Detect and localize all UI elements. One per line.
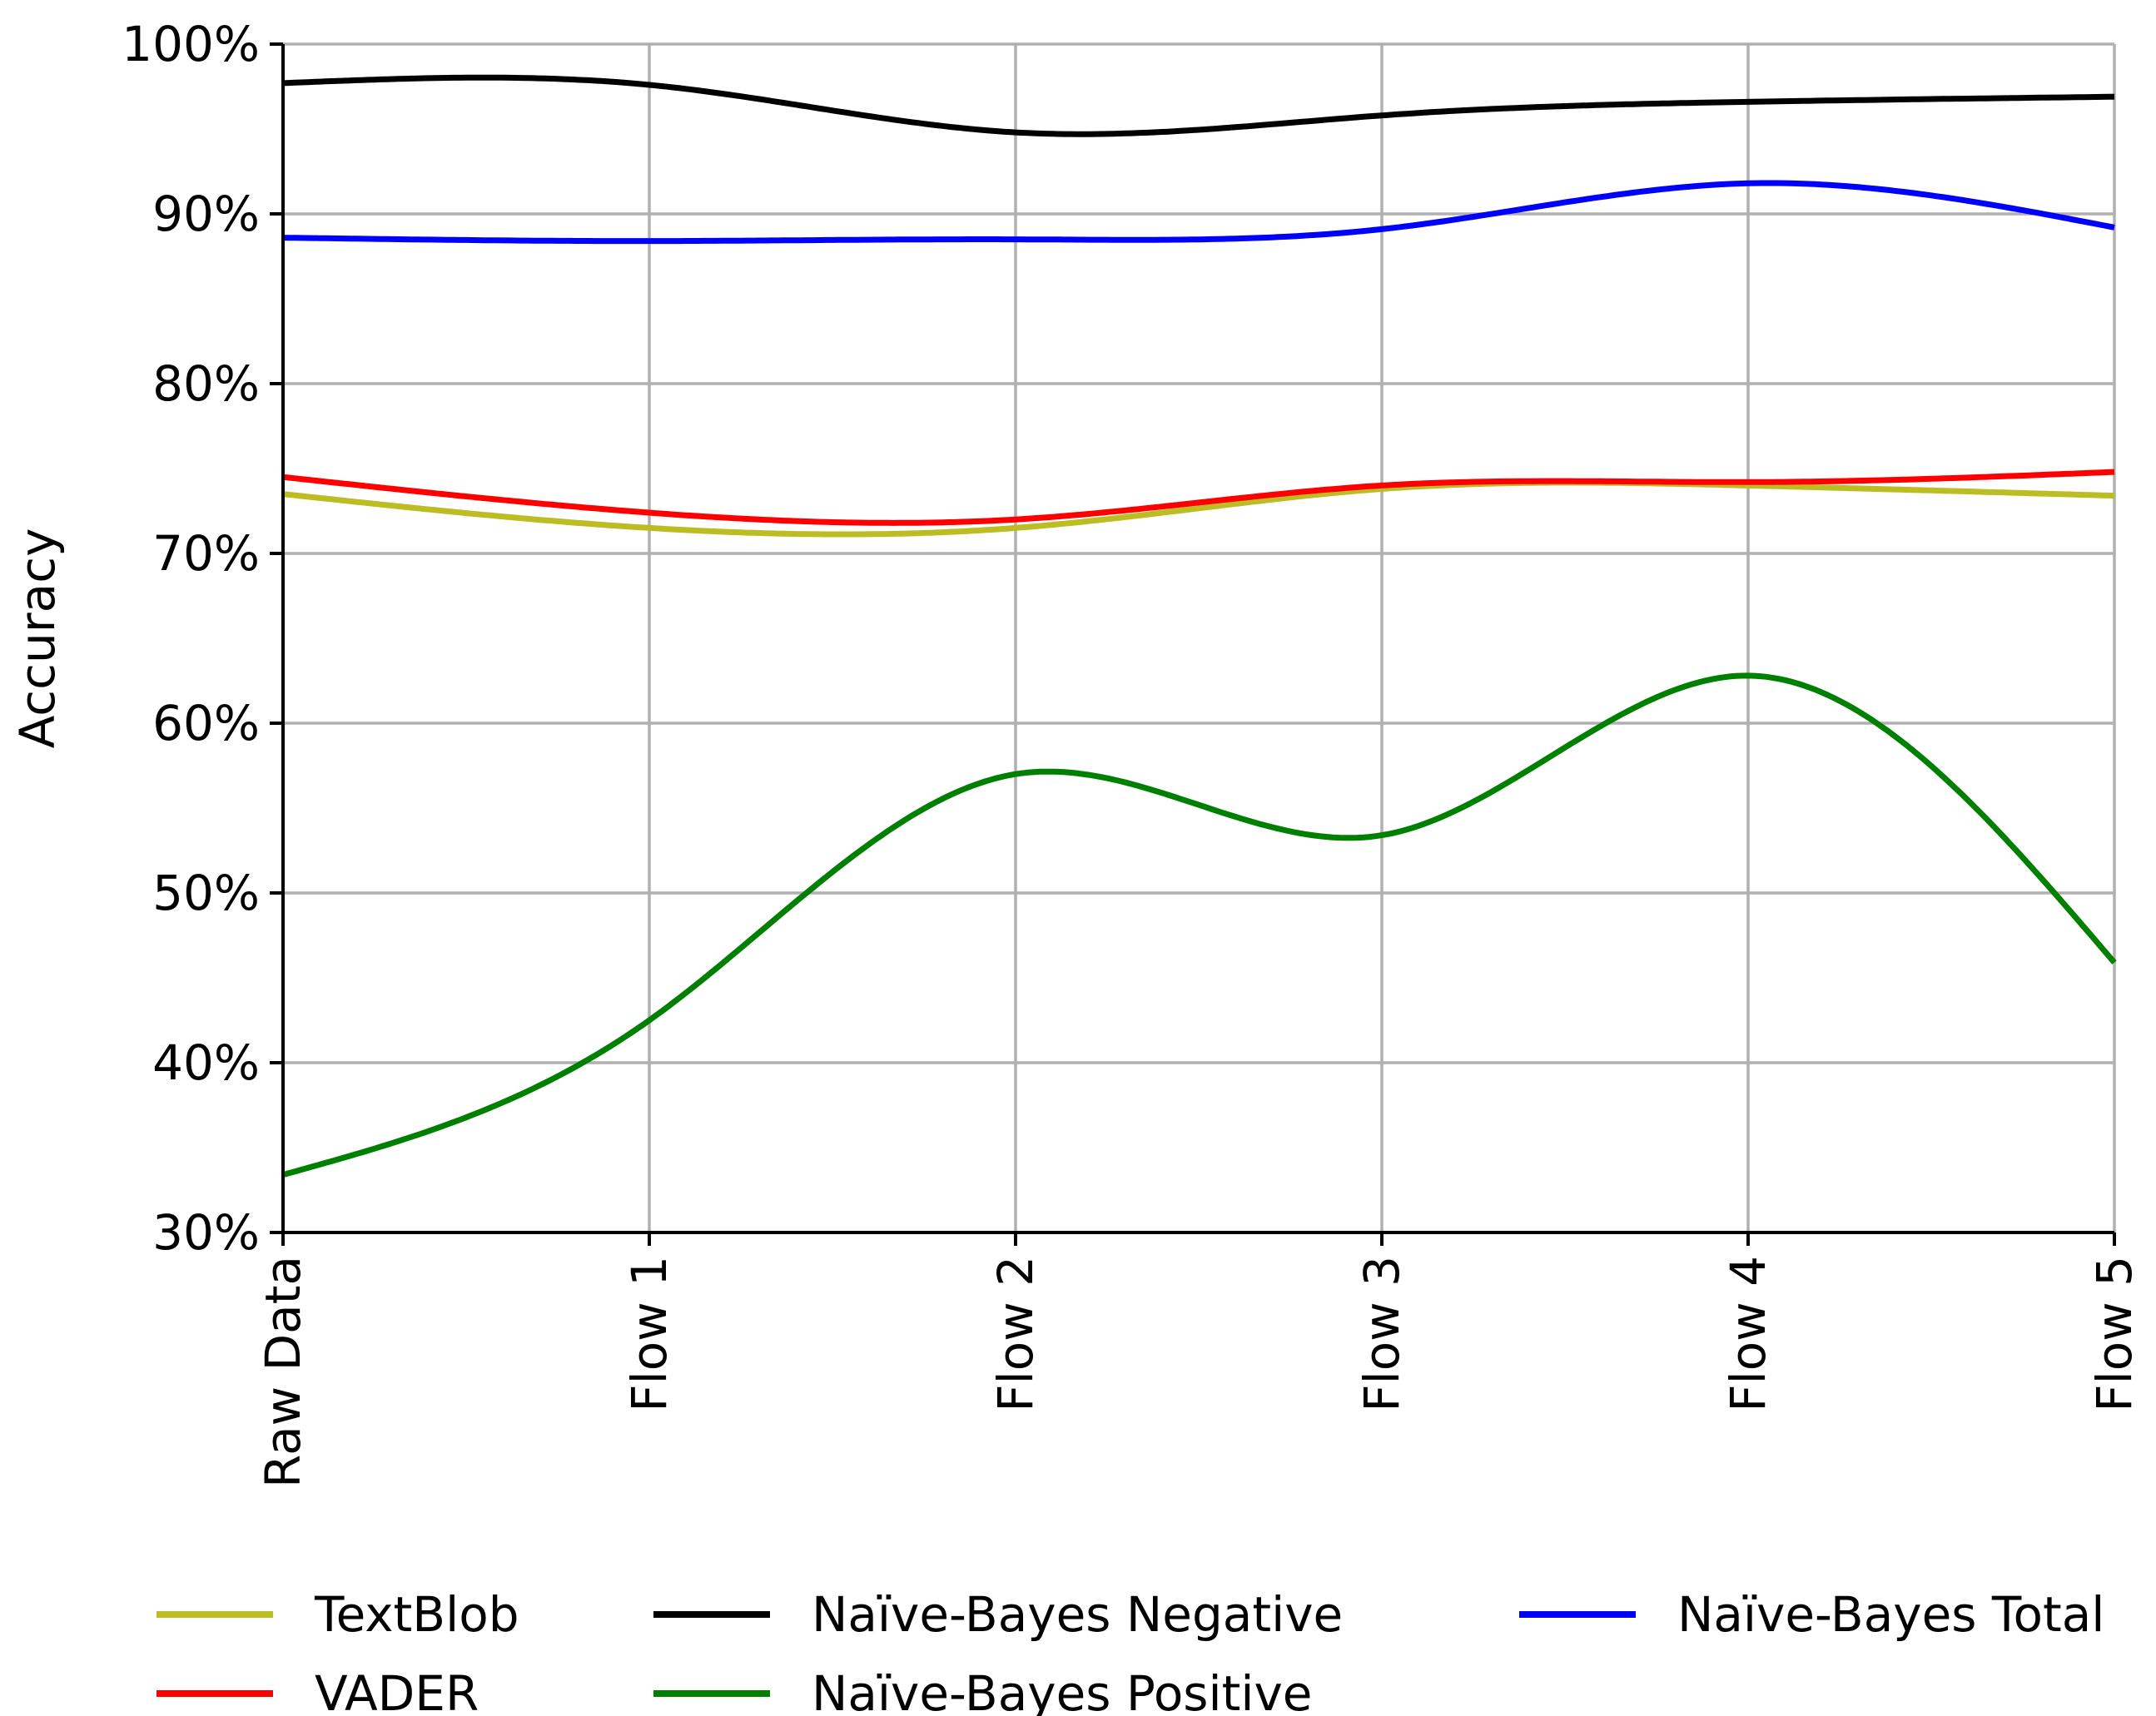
series-line — [282, 74, 2115, 137]
grid — [281, 42, 2116, 1234]
x-tick-label: Flow 2 — [987, 1256, 1044, 1412]
y-tick-label: 100% — [122, 16, 260, 72]
legend-label: VADER — [315, 1665, 479, 1716]
axes: 30% 40% 50% 60% 70% 80% 90% 100% Raw Data Flow 1 F… — [9, 16, 2143, 1488]
y-tick-label: 30% — [152, 1204, 260, 1261]
series-lines — [282, 74, 2117, 1178]
legend-label: Naïve-Bayes Negative — [812, 1586, 1343, 1643]
legend-label: Naïve-Bayes Positive — [812, 1665, 1313, 1716]
x-tick-label: Flow 4 — [1720, 1256, 1776, 1412]
y-tick-label: 60% — [152, 695, 260, 751]
y-tick-label: 70% — [152, 525, 260, 582]
y-axis-title: Accuracy — [9, 528, 66, 749]
series-line — [282, 469, 2115, 526]
legend-label: TextBlob — [314, 1586, 519, 1643]
y-tick-label: 90% — [152, 186, 260, 242]
y-tick-label: 80% — [152, 355, 260, 412]
x-tick-label: Flow 3 — [1354, 1256, 1410, 1412]
series-line — [282, 672, 2117, 1178]
legend-label: Naïve-Bayes Total — [1677, 1586, 2104, 1643]
series-line — [282, 479, 2115, 538]
x-tick-label: Flow 5 — [2086, 1256, 2143, 1412]
legend: TextBlob VADER Naïve-Bayes Negative Naïve-B… — [156, 1586, 2104, 1716]
series-line — [282, 180, 2115, 245]
x-tick-label: Flow 1 — [621, 1256, 678, 1412]
y-tick-label: 50% — [152, 865, 260, 921]
y-tick-label: 40% — [152, 1034, 260, 1091]
x-tick-label: Raw Data — [255, 1256, 311, 1488]
